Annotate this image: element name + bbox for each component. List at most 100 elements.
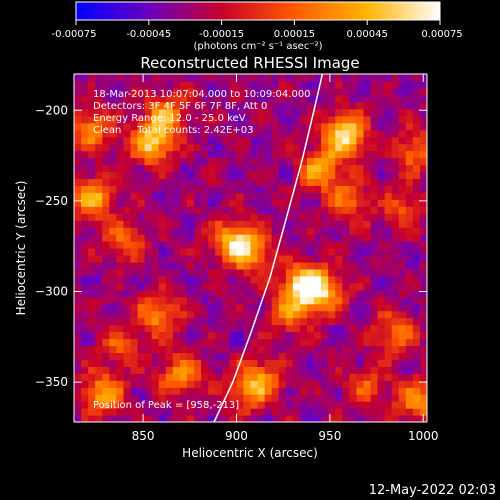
- heatmap-cell: [102, 178, 110, 186]
- heatmap-cell: [398, 394, 407, 402]
- heatmap-cell: [179, 331, 188, 340]
- heatmap-cell: [328, 394, 336, 402]
- heatmap-cell: [81, 310, 89, 319]
- heatmap-cell: [257, 185, 266, 193]
- heatmap-cell: [243, 143, 252, 152]
- heatmap-cell: [412, 136, 421, 145]
- heatmap-cell: [299, 192, 308, 200]
- heatmap-cell: [264, 366, 273, 374]
- heatmap-cell: [243, 296, 252, 305]
- heatmap-cell: [412, 303, 421, 312]
- heatmap-cell: [144, 310, 153, 319]
- heatmap-cell: [151, 373, 160, 381]
- heatmap-cell: [194, 373, 202, 381]
- heatmap-cell: [102, 74, 110, 82]
- heatmap-cell: [208, 185, 216, 193]
- heatmap-cell: [405, 408, 414, 416]
- heatmap-cell: [236, 324, 245, 333]
- heatmap-cell: [109, 185, 117, 193]
- heatmap-cell: [419, 345, 427, 353]
- heatmap-cell: [370, 143, 379, 152]
- heatmap-cell: [306, 275, 315, 284]
- heatmap-cell: [194, 296, 202, 305]
- heatmap-cell: [328, 108, 336, 117]
- heatmap-cell: [179, 192, 188, 200]
- heatmap-cell: [74, 241, 82, 249]
- heatmap-cell: [179, 206, 188, 214]
- heatmap-cell: [137, 178, 146, 186]
- heatmap-cell: [412, 296, 421, 305]
- heatmap-cell: [356, 136, 365, 145]
- heatmap-cell: [130, 227, 139, 235]
- heatmap-cell: [264, 227, 273, 235]
- heatmap-cell: [292, 289, 301, 298]
- heatmap-cell: [165, 275, 174, 284]
- heatmap-cell: [278, 317, 287, 326]
- heatmap-cell: [151, 94, 160, 103]
- heatmap-cell: [194, 108, 202, 117]
- heatmap-cell: [201, 192, 209, 200]
- heatmap-cell: [412, 401, 421, 409]
- heatmap-cell: [81, 401, 89, 409]
- heatmap-cell: [342, 206, 350, 214]
- heatmap-cell: [88, 241, 96, 249]
- heatmap-cell: [370, 164, 379, 173]
- heatmap-cell: [398, 192, 407, 200]
- heatmap-cell: [398, 401, 407, 409]
- heatmap-cell: [342, 101, 350, 110]
- heatmap-cell: [278, 74, 287, 82]
- heatmap-cell: [186, 241, 195, 249]
- heatmap-cell: [165, 94, 174, 103]
- heatmap-cell: [342, 220, 350, 228]
- heatmap-cell: [370, 234, 379, 242]
- heatmap-cell: [356, 387, 365, 395]
- heatmap-cell: [194, 261, 202, 270]
- heatmap-cell: [292, 324, 301, 333]
- heatmap-cell: [109, 401, 117, 409]
- heatmap-cell: [236, 303, 245, 312]
- heatmap-cell: [384, 408, 393, 416]
- heatmap-cell: [405, 289, 414, 298]
- heatmap-cell: [377, 289, 386, 298]
- heatmap-cell: [264, 185, 273, 193]
- heatmap-cell: [356, 115, 365, 124]
- heatmap-cell: [179, 248, 188, 256]
- heatmap-cell: [222, 373, 230, 381]
- heatmap-cell: [194, 248, 202, 256]
- heatmap-cell: [102, 261, 110, 270]
- heatmap-cell: [194, 220, 202, 228]
- heatmap-cell: [285, 115, 294, 124]
- heatmap-cell: [278, 192, 287, 200]
- heatmap-cell: [88, 254, 96, 263]
- heatmap-cell: [370, 101, 379, 110]
- heatmap-cell: [299, 143, 308, 152]
- heatmap-cell: [349, 373, 357, 381]
- heatmap-cell: [328, 101, 336, 110]
- heatmap-cell: [292, 331, 301, 340]
- heatmap-cell: [74, 101, 82, 110]
- heatmap-cell: [278, 282, 287, 291]
- heatmap-cell: [201, 241, 209, 249]
- heatmap-cell: [349, 108, 357, 117]
- heatmap-cell: [370, 268, 379, 277]
- heatmap-cell: [405, 227, 414, 235]
- heatmap-cell: [328, 115, 336, 124]
- heatmap-cell: [215, 220, 223, 228]
- heatmap-cell: [74, 394, 82, 402]
- heatmap-cell: [88, 331, 96, 340]
- heatmap-cell: [102, 408, 110, 416]
- heatmap-cell: [321, 80, 329, 89]
- heatmap-cell: [349, 282, 357, 291]
- heatmap-cell: [377, 394, 386, 402]
- heatmap-cell: [95, 317, 103, 326]
- heatmap-cell: [74, 345, 82, 353]
- heatmap-cell: [398, 227, 407, 235]
- heatmap-cell: [342, 136, 350, 145]
- heatmap-cell: [292, 282, 301, 291]
- heatmap-cell: [130, 213, 139, 221]
- heatmap-cell: [314, 415, 322, 422]
- heatmap-cell: [412, 317, 421, 326]
- heatmap-cell: [419, 206, 427, 214]
- heatmap-cell: [257, 289, 266, 298]
- heatmap-cell: [335, 401, 343, 409]
